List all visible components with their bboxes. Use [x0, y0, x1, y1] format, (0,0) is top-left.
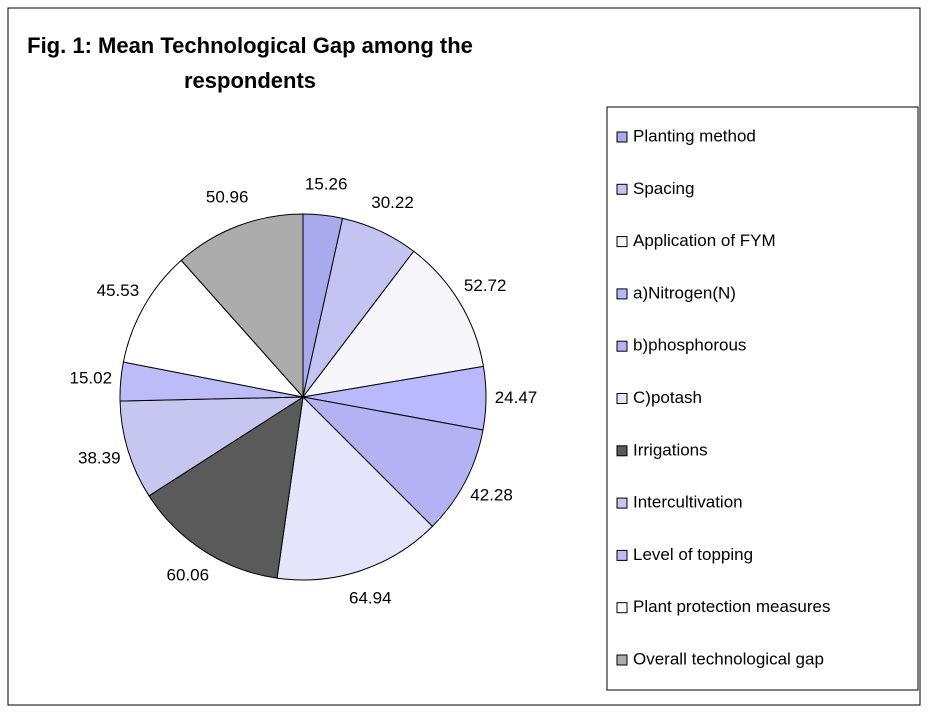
legend-label: Plant protection measures: [633, 597, 831, 616]
data-label: 24.47: [495, 388, 538, 407]
legend-swatch: [616, 654, 628, 666]
pie-slice: [122, 259, 305, 398]
legend-swatch: [616, 497, 628, 509]
pie-slice: [119, 396, 305, 497]
data-label: 15.02: [69, 368, 112, 387]
legend-label: Spacing: [633, 179, 694, 198]
data-label: 60.06: [167, 566, 210, 585]
chart-title: Fig. 1: Mean Technological Gap among the…: [27, 33, 473, 93]
legend-box: [606, 106, 919, 691]
legend-swatch: [616, 602, 628, 614]
legend-label: Irrigations: [633, 440, 708, 459]
data-label: 64.94: [349, 589, 392, 608]
legend-swatch: [616, 549, 628, 561]
pie-slice: [276, 395, 434, 581]
legend-swatch: [616, 236, 628, 248]
pie-slice: [301, 396, 484, 528]
legend-label: Application of FYM: [633, 231, 776, 250]
legend-swatch: [616, 393, 628, 404]
legend-swatch: [616, 340, 628, 352]
legend-label: Level of topping: [633, 545, 753, 564]
data-label: 52.72: [464, 276, 507, 295]
legend-label: b)phosphorous: [633, 336, 746, 355]
legend-label: Intercultivation: [633, 493, 743, 512]
legend-swatch: [616, 445, 628, 457]
data-label: 50.96: [206, 187, 249, 206]
legend-label: Planting method: [633, 126, 756, 145]
pie-slice: [148, 395, 304, 579]
data-label: 30.22: [371, 193, 414, 212]
legend-swatch: [616, 183, 628, 195]
legend-swatch: [616, 131, 628, 143]
pie-slice: [301, 250, 484, 398]
data-label: 15.26: [305, 175, 348, 194]
legend-swatch: [616, 288, 628, 300]
legend-label: Overall technological gap: [633, 649, 824, 668]
data-label: 42.28: [470, 486, 513, 505]
data-label: 38.39: [78, 449, 121, 468]
pie-slice: [180, 213, 304, 399]
legend-label: C)potash: [633, 388, 702, 407]
data-label: 45.53: [97, 281, 140, 300]
legend-label: a)Nitrogen(N): [633, 283, 736, 302]
